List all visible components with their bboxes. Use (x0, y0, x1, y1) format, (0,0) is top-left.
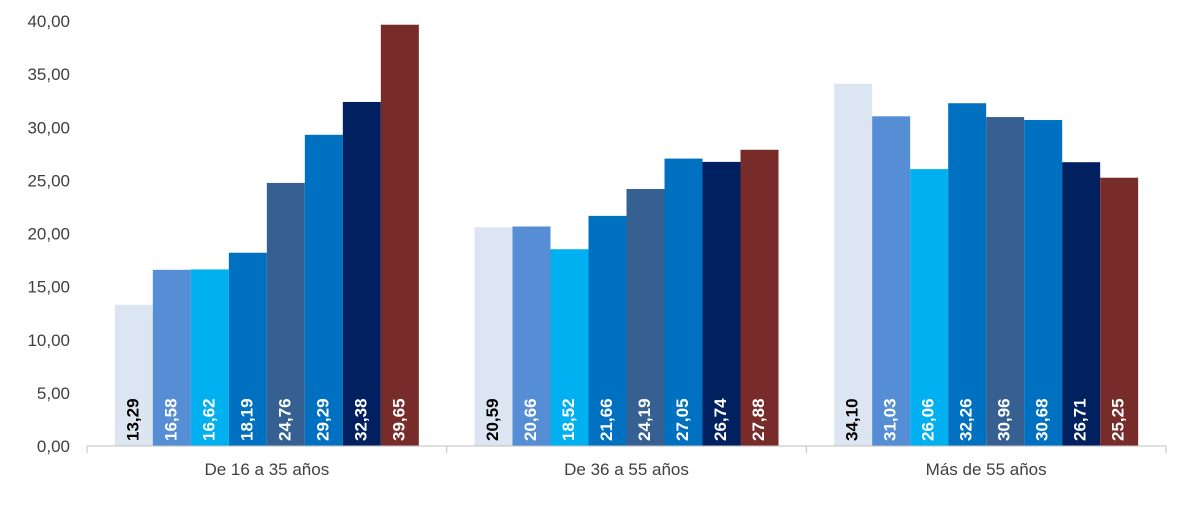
bar (342, 101, 381, 447)
data-labels-group: 13,29 16,58 16,62 18,19 24,76 29,29 32,38 39,65… (123, 398, 1127, 441)
bar (550, 249, 589, 446)
bar (152, 269, 191, 446)
bar (948, 103, 987, 447)
bar-value-label: 18,52 (559, 398, 578, 441)
bar-value-label: 24,76 (275, 398, 294, 441)
bar-value-label: 26,06 (919, 398, 938, 441)
bar (304, 134, 343, 446)
bar (664, 158, 703, 446)
bar-value-label: 20,66 (521, 398, 540, 441)
bar (266, 182, 305, 447)
bar (1100, 177, 1139, 446)
bar-value-label: 39,65 (389, 398, 408, 441)
y-tick-label: 25,00 (27, 171, 70, 190)
y-tick-label: 0,00 (37, 437, 70, 456)
category-label: Más de 55 años (926, 460, 1047, 479)
bar (190, 269, 229, 446)
bar (114, 304, 153, 446)
y-tick-label: 30,00 (27, 118, 70, 137)
y-tick-label: 10,00 (27, 331, 70, 350)
bar (702, 161, 741, 446)
bar-value-label: 31,03 (881, 398, 900, 441)
bar-value-label: 32,38 (351, 398, 370, 441)
y-tick-label: 15,00 (27, 278, 70, 297)
bar (228, 252, 267, 446)
bar (588, 215, 627, 446)
bar-value-label: 24,19 (635, 398, 654, 441)
bar (910, 169, 949, 447)
y-axis: 0,00 5,00 10,00 15,00 20,00 25,00 30,00 35,00 40… (27, 12, 70, 456)
bar-value-label: 29,29 (313, 398, 332, 441)
x-axis: De 16 a 35 años De 36 a 55 años Más de 55 … (86, 445, 1167, 479)
bar-value-label: 16,62 (199, 398, 218, 441)
bar (834, 83, 873, 446)
bar (1062, 162, 1101, 447)
bar (474, 227, 513, 446)
y-tick-label: 5,00 (37, 384, 70, 403)
bars-group (114, 24, 1139, 447)
bar-value-label: 18,19 (237, 398, 256, 441)
bar (1024, 120, 1063, 447)
bar-value-label: 21,66 (597, 398, 616, 441)
bar-value-label: 30,68 (1033, 398, 1052, 441)
bar-value-label: 25,25 (1109, 398, 1128, 441)
bar-value-label: 16,58 (161, 398, 180, 441)
bar (626, 188, 665, 446)
bar (986, 117, 1025, 447)
bar (380, 24, 419, 446)
y-tick-label: 20,00 (27, 225, 70, 244)
bar (740, 149, 779, 446)
category-label: De 16 a 35 años (204, 460, 329, 479)
bar (872, 116, 911, 447)
bar-value-label: 26,74 (711, 398, 730, 441)
bar-value-label: 13,29 (123, 398, 142, 441)
y-tick-label: 35,00 (27, 65, 70, 84)
bar-value-label: 34,10 (843, 398, 862, 441)
bar-value-label: 30,96 (995, 398, 1014, 441)
bar-value-label: 32,26 (957, 398, 976, 441)
bar-value-label: 27,88 (749, 398, 768, 441)
bar-value-label: 26,71 (1071, 398, 1090, 441)
bar-value-label: 20,59 (483, 398, 502, 441)
y-tick-label: 40,00 (27, 12, 70, 31)
category-label: De 36 a 55 años (564, 460, 689, 479)
bar-value-label: 27,05 (673, 398, 692, 441)
bar (512, 226, 551, 446)
